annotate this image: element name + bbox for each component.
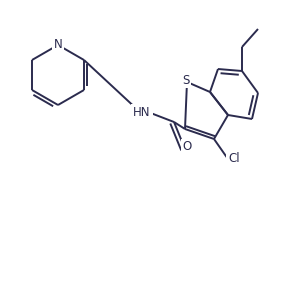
Text: HN: HN [133, 105, 151, 119]
Text: Cl: Cl [228, 151, 240, 165]
Text: S: S [182, 73, 190, 86]
Text: N: N [54, 39, 62, 51]
Text: O: O [182, 140, 192, 154]
